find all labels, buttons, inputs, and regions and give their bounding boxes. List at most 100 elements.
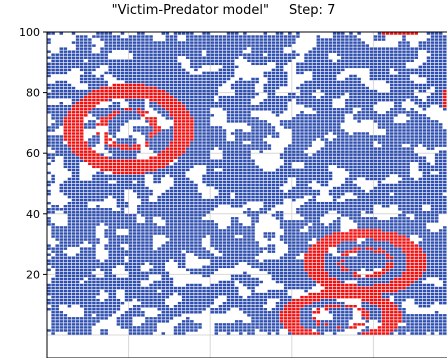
cell-marker (71, 211, 76, 214)
cell-marker (186, 305, 190, 308)
cell-marker (292, 286, 296, 290)
cell-marker (267, 174, 272, 178)
cell-marker (96, 98, 100, 102)
step-counter: Step: 7 (288, 3, 336, 18)
cell-marker (75, 141, 80, 144)
cell-marker (116, 195, 121, 199)
cell-marker (132, 265, 137, 269)
cell-marker (92, 220, 96, 223)
cell-marker (190, 126, 194, 129)
cell-marker (137, 271, 141, 275)
cell-marker (75, 89, 80, 93)
cell-marker (173, 156, 178, 159)
cell-marker (100, 332, 104, 335)
cell-marker (296, 326, 300, 329)
cell-marker (255, 56, 259, 59)
cell-marker (296, 141, 300, 144)
cell-marker (173, 59, 178, 62)
cell-marker (300, 195, 304, 199)
cell-marker (181, 80, 186, 84)
cell-marker (230, 35, 235, 38)
cell-marker (177, 77, 182, 81)
cell-marker (67, 326, 72, 329)
cell-marker (169, 68, 174, 72)
cell-marker (84, 156, 88, 159)
cell-marker (63, 129, 68, 132)
cell-marker (63, 329, 68, 332)
cell-marker (137, 208, 141, 211)
cell-marker (214, 80, 219, 84)
cell-marker (108, 244, 112, 247)
cell-marker (63, 301, 68, 305)
cell-marker (132, 183, 137, 187)
cell-marker (108, 305, 112, 308)
cell-marker (251, 53, 255, 56)
cell-marker (271, 50, 276, 53)
cell-marker (214, 41, 219, 44)
cell-marker (157, 283, 161, 287)
cell-marker (292, 41, 296, 44)
cell-marker (181, 159, 186, 162)
cell-marker (271, 314, 276, 317)
cell-marker (92, 298, 96, 302)
cell-marker (300, 205, 304, 208)
cell-marker (296, 183, 300, 187)
cell-marker (84, 111, 88, 114)
cell-marker (173, 65, 178, 69)
cell-marker (239, 135, 243, 138)
cell-marker (239, 180, 243, 184)
cell-marker (47, 32, 51, 35)
cell-marker (88, 186, 92, 190)
cell-marker (210, 171, 214, 175)
cell-marker (194, 229, 198, 232)
cell-marker (153, 117, 157, 120)
cell-marker (312, 89, 316, 93)
cell-marker (104, 98, 108, 102)
cell-marker (92, 247, 96, 250)
cell-marker (279, 189, 284, 193)
cell-marker (202, 305, 206, 308)
cell-marker (275, 186, 280, 190)
cell-marker (108, 268, 112, 272)
cell-marker (177, 86, 182, 90)
cell-marker (251, 80, 255, 84)
cell-marker (198, 205, 202, 208)
cell-marker (141, 289, 145, 293)
cell-marker (202, 274, 206, 278)
cell-marker (218, 238, 223, 241)
cell-marker (251, 329, 255, 332)
cell-marker (181, 232, 186, 235)
cell-marker (247, 241, 251, 244)
cell-marker (288, 35, 292, 38)
cell-marker (304, 62, 308, 66)
cell-marker (190, 192, 194, 196)
cell-marker (226, 171, 231, 175)
cell-marker (67, 205, 72, 208)
cell-marker (177, 323, 182, 326)
cell-marker (116, 105, 121, 108)
cell-marker (312, 332, 316, 335)
cell-marker (243, 298, 247, 302)
cell-marker (173, 326, 178, 329)
cell-marker (218, 162, 223, 166)
cell-marker (79, 320, 84, 323)
cell-marker (145, 220, 149, 223)
cell-marker (186, 286, 190, 290)
cell-marker (206, 32, 210, 35)
cell-marker (312, 177, 316, 181)
cell-marker (128, 44, 133, 47)
cell-marker (243, 305, 247, 308)
cell-marker (186, 95, 190, 99)
cell-marker (157, 150, 161, 153)
cell-marker (92, 108, 96, 111)
cell-marker (92, 135, 96, 138)
cell-marker (84, 62, 88, 66)
cell-marker (177, 329, 182, 332)
cell-marker (63, 162, 68, 166)
cell-marker (243, 111, 247, 114)
cell-marker (145, 65, 149, 69)
cell-marker (214, 283, 219, 287)
cell-marker (79, 150, 84, 153)
cell-marker (206, 111, 210, 114)
cell-marker (112, 150, 117, 153)
